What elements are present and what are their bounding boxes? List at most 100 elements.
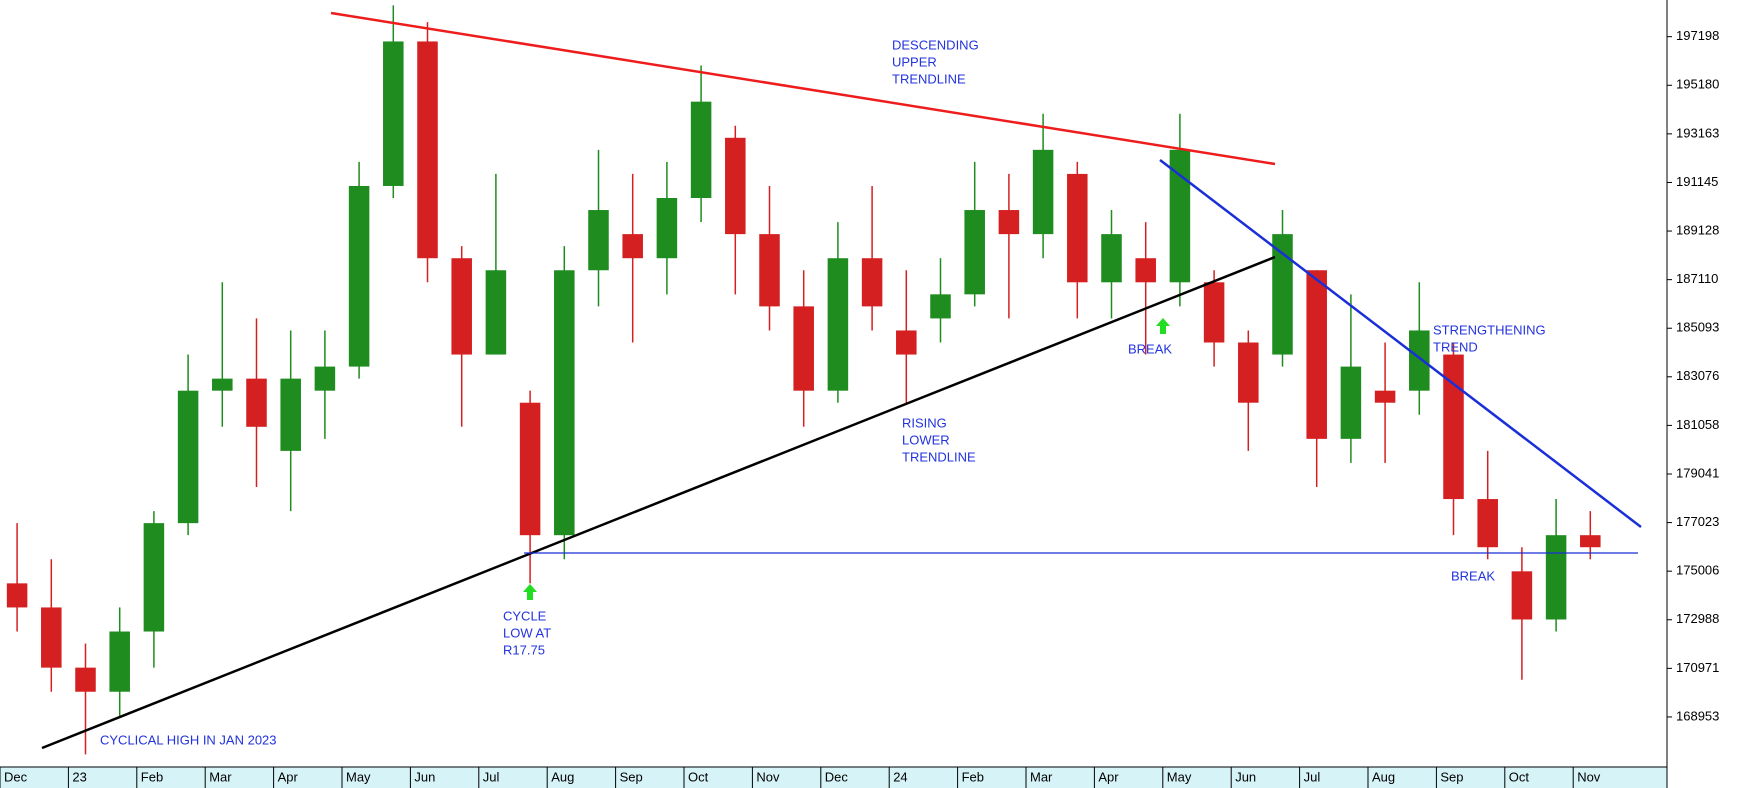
x-tick-label: Jul: [483, 769, 500, 784]
x-tick-label: Sep: [1440, 769, 1463, 784]
candle-body: [554, 270, 575, 536]
candle-body: [1511, 571, 1533, 620]
y-tick-label: 189128: [1676, 222, 1719, 237]
y-tick-label: 187110: [1676, 271, 1718, 286]
x-tick-label: Feb: [141, 769, 163, 784]
candle-body: [451, 258, 472, 355]
y-tick-label: 177023: [1676, 514, 1719, 529]
y-tick-label: 168953: [1676, 708, 1719, 723]
x-tick-label: 23: [72, 769, 86, 784]
candle-body: [485, 270, 507, 355]
x-tick-label: Sep: [620, 769, 643, 784]
annotation: LOWER: [902, 432, 950, 447]
annotation: R17.75: [503, 642, 545, 657]
y-tick-label: 172988: [1676, 611, 1719, 626]
candle-body: [41, 607, 62, 668]
candle-body: [588, 210, 609, 271]
x-tick-label: May: [346, 769, 371, 784]
candle-body: [348, 185, 370, 367]
candle-body: [656, 197, 678, 259]
y-tick-label: 170971: [1676, 660, 1719, 675]
x-tick-label: Mar: [1030, 769, 1053, 784]
annotation: TRENDLINE: [892, 71, 966, 86]
candle-body: [109, 631, 130, 692]
annotation: STRENGTHENING: [1433, 322, 1546, 337]
candle-body: [6, 583, 28, 608]
candle-body: [1135, 258, 1156, 283]
candle-body: [1101, 234, 1122, 283]
x-tick-label: 24: [893, 769, 907, 784]
x-tick-label: Nov: [756, 769, 780, 784]
candle-body: [177, 390, 199, 524]
candles: [6, 5, 1601, 755]
candle-body: [1203, 282, 1225, 343]
candle-body: [1238, 342, 1259, 403]
y-tick-label: 197198: [1676, 28, 1719, 43]
upper-trendline: [330, 11, 1276, 166]
x-tick-label: Nov: [1577, 769, 1601, 784]
lower-trendline: [41, 255, 1276, 750]
annotation: LOW AT: [503, 625, 551, 640]
annotation: DESCENDING: [892, 37, 979, 52]
candle-body: [1067, 173, 1088, 283]
candle-body: [1545, 535, 1567, 620]
candle-body: [1443, 354, 1464, 500]
x-tick-label: Oct: [688, 769, 709, 784]
y-tick-label: 183076: [1676, 368, 1719, 383]
candle-body: [1340, 366, 1362, 439]
candle-body: [1032, 149, 1054, 235]
candle-body: [793, 306, 814, 391]
x-tick-label: Aug: [551, 769, 574, 784]
y-tick-label: 185093: [1676, 320, 1719, 335]
x-axis-strip: [0, 767, 1667, 788]
candle-body: [725, 137, 746, 235]
downtrend-line: [1159, 159, 1642, 528]
candle-body: [690, 101, 712, 198]
x-tick-label: May: [1167, 769, 1192, 784]
x-tick-label: Jun: [414, 769, 435, 784]
candle-body: [1272, 234, 1293, 355]
annotation: BREAK: [1128, 341, 1172, 356]
x-tick-label: Apr: [1098, 769, 1119, 784]
annotation: RISING: [902, 415, 947, 430]
candle-body: [417, 41, 438, 259]
y-tick-label: 193163: [1676, 125, 1719, 140]
x-tick-label: Feb: [962, 769, 984, 784]
candle-body: [1169, 149, 1191, 283]
candle-body: [998, 210, 1020, 235]
y-tick-label: 195180: [1676, 77, 1719, 92]
y-tick-label: 179041: [1676, 465, 1719, 480]
annotation: TRENDLINE: [902, 449, 976, 464]
arrow: [523, 584, 537, 600]
x-tick-label: Apr: [278, 769, 299, 784]
annotation: BREAK: [1451, 568, 1495, 583]
candle-body: [314, 366, 336, 391]
x-tick-label: Jun: [1235, 769, 1256, 784]
annotation: TREND: [1433, 339, 1478, 354]
candle-body: [861, 258, 883, 307]
candle-body: [759, 234, 780, 307]
annotation: CYCLE: [503, 608, 547, 623]
y-tick-label: 181058: [1676, 417, 1719, 432]
y-tick-label: 175006: [1676, 563, 1719, 578]
x-tick-label: Dec: [4, 769, 28, 784]
candle-body: [212, 378, 233, 391]
y-tick-label: 191145: [1676, 174, 1718, 189]
x-tick-label: Mar: [209, 769, 232, 784]
candle-body: [1374, 390, 1396, 403]
candle-body: [1306, 270, 1327, 439]
candle-body: [519, 402, 541, 536]
x-tick-label: Jul: [1304, 769, 1321, 784]
candle-body: [964, 210, 985, 295]
candle-body: [930, 294, 951, 319]
candle-body: [280, 378, 301, 451]
x-tick-label: Aug: [1372, 769, 1395, 784]
candle-body: [75, 667, 96, 692]
candle-body: [1409, 330, 1430, 391]
candle-body: [1580, 535, 1601, 548]
annotation: CYCLICAL HIGH IN JAN 2023: [100, 732, 277, 747]
candle-body: [383, 41, 404, 186]
candle-body: [896, 330, 917, 355]
x-tick-label: Dec: [825, 769, 849, 784]
